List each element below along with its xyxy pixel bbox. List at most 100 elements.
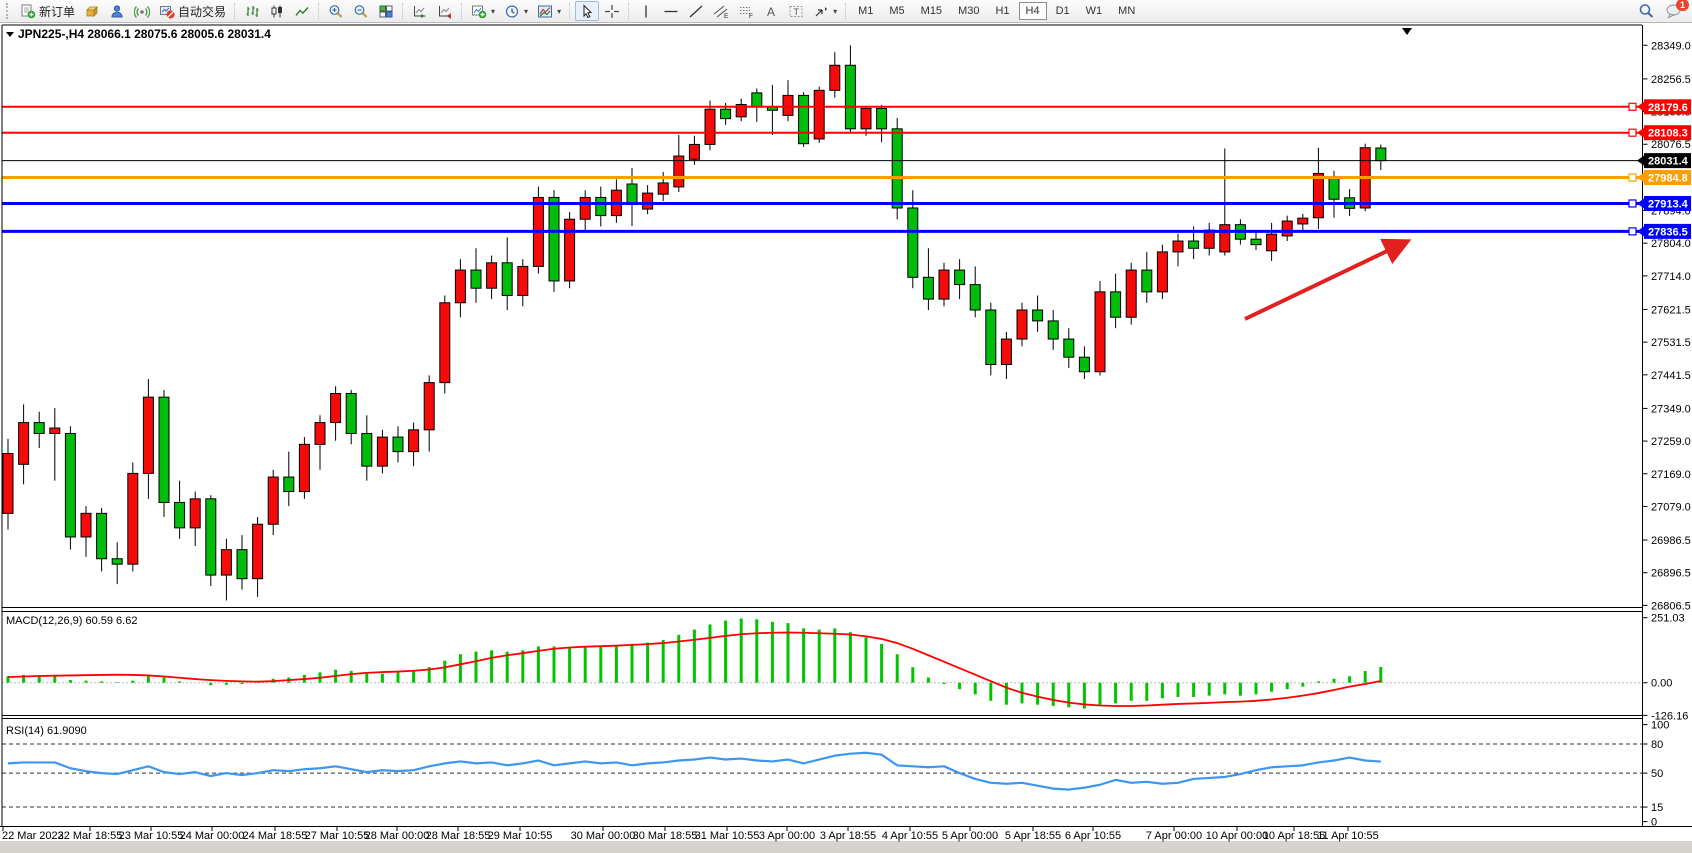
zoom-out-icon <box>354 4 368 18</box>
price-tick-label[interactable]: 26806.5 <box>1651 600 1691 612</box>
time-tick-label[interactable]: 23 Mar 10:55 <box>119 830 184 842</box>
price-tick-label[interactable]: 27259.0 <box>1651 436 1691 448</box>
timeframe-w1[interactable]: W1 <box>1079 2 1110 20</box>
candle <box>1110 273 1122 329</box>
time-tick-label[interactable]: 29 Mar 10:55 <box>488 830 553 842</box>
time-tick-label[interactable]: 28 Mar 18:55 <box>426 830 491 842</box>
vertical-line-button[interactable] <box>634 1 658 21</box>
price-tick-label[interactable]: 27441.5 <box>1651 370 1691 382</box>
time-tick-label[interactable]: 7 Apr 00:00 <box>1146 830 1202 842</box>
autotrading-button[interactable]: 自动交易 <box>155 1 230 21</box>
price-tick-label[interactable]: 27349.0 <box>1651 403 1691 415</box>
time-tick-label[interactable]: 28 Mar 00:00 <box>365 830 430 842</box>
candle-body-bull <box>189 498 201 529</box>
price-tick-label[interactable]: 28256.5 <box>1651 74 1691 86</box>
text-label-button[interactable]: T <box>784 1 808 21</box>
line-handle[interactable] <box>1628 199 1637 208</box>
navigator-button[interactable] <box>105 1 129 21</box>
new-chart-dropdown[interactable]: ▾ <box>467 1 499 21</box>
tile-windows-button[interactable] <box>374 1 398 21</box>
time-tick-label[interactable]: 10 Apr 18:55 <box>1263 830 1325 842</box>
time-tick-label[interactable]: 22 Mar 18:55 <box>58 830 123 842</box>
time-tick-label[interactable]: 24 Mar 00:00 <box>180 830 245 842</box>
auto-scroll-button[interactable] <box>408 1 432 21</box>
equidistant-channel-button[interactable]: E <box>709 1 733 21</box>
price-tick-label[interactable]: 27531.5 <box>1651 337 1691 349</box>
cursor-button[interactable] <box>575 1 600 21</box>
vertical-line-icon <box>645 5 647 17</box>
chart-shift-marker[interactable] <box>1402 28 1412 35</box>
line-handle[interactable] <box>1628 128 1637 137</box>
signals-button[interactable] <box>130 1 154 21</box>
timeframe-d1[interactable]: D1 <box>1049 2 1077 20</box>
annotations[interactable] <box>1244 28 1412 321</box>
periods-dropdown[interactable]: ▾ <box>500 1 532 21</box>
time-tick-label[interactable]: 11 Apr 10:55 <box>1317 830 1379 842</box>
time-tick-label[interactable]: 4 Apr 10:55 <box>882 830 938 842</box>
timeframe-h4[interactable]: H4 <box>1018 2 1047 20</box>
price-tick-label[interactable]: 27714.0 <box>1651 271 1691 283</box>
candle <box>1172 233 1184 267</box>
timeframe-m5[interactable]: M5 <box>882 2 911 20</box>
chart-canvas[interactable]: MACD(12,26,9) 60.59 6.62 RSI(14) 61.9090… <box>0 23 1692 848</box>
trendline-button[interactable] <box>684 1 708 21</box>
price-tick-label[interactable]: 27169.0 <box>1651 469 1691 481</box>
time-tick-label[interactable]: 5 Apr 00:00 <box>942 830 998 842</box>
price-tick-label[interactable]: 26896.5 <box>1651 568 1691 580</box>
templates-dropdown[interactable]: ▾ <box>533 1 565 21</box>
price-axis[interactable]: 28349.028256.528166.528076.527894.027804… <box>1637 40 1691 829</box>
time-tick-label[interactable]: 30 Mar 18:55 <box>633 830 698 842</box>
price-tick-label[interactable]: 27804.0 <box>1651 238 1691 250</box>
zoom-out-button[interactable] <box>349 1 373 21</box>
text-button[interactable]: A <box>759 1 783 21</box>
time-tick-label[interactable]: 3 Apr 00:00 <box>759 830 815 842</box>
line-handle[interactable] <box>1628 102 1637 111</box>
candle <box>345 389 357 445</box>
chart-candles-button[interactable] <box>265 1 289 21</box>
candle-body-bear <box>345 393 357 434</box>
time-tick-label[interactable]: 6 Apr 10:55 <box>1065 830 1121 842</box>
price-tick-label[interactable]: 27621.5 <box>1651 304 1691 316</box>
time-tick-label[interactable]: 3 Apr 18:55 <box>820 830 876 842</box>
time-tick-label[interactable]: 31 Mar 10:55 <box>695 830 760 842</box>
price-tick-label[interactable]: 27079.0 <box>1651 501 1691 513</box>
price-tick-label[interactable]: 28349.0 <box>1651 40 1691 52</box>
fibonacci-button[interactable]: F <box>734 1 758 21</box>
timeframe-h1[interactable]: H1 <box>988 2 1016 20</box>
candle <box>1281 215 1293 242</box>
horizontal-line-button[interactable] <box>659 1 683 21</box>
search-button[interactable] <box>1634 1 1659 21</box>
price-tick-label[interactable]: 26986.5 <box>1651 535 1691 547</box>
chart-window[interactable]: MACD(12,26,9) 60.59 6.62 RSI(14) 61.9090… <box>0 23 1692 848</box>
market-watch-button[interactable] <box>80 1 104 21</box>
new-order-button[interactable]: 新订单 <box>16 1 79 21</box>
timeframe-m1[interactable]: M1 <box>851 2 880 20</box>
price-badge-pointer <box>1637 198 1644 209</box>
trend-arrow[interactable] <box>1244 238 1412 321</box>
zoom-in-button[interactable] <box>324 1 348 21</box>
macd-indicator-pane: MACD(12,26,9) 60.59 6.62 <box>2 615 1642 709</box>
time-tick-label[interactable]: 22 Mar 2023 <box>2 830 64 842</box>
timeframe-m15[interactable]: M15 <box>914 2 949 20</box>
timeframe-m30[interactable]: M30 <box>951 2 986 20</box>
line-handle[interactable] <box>1628 173 1637 182</box>
line-handle[interactable] <box>1628 227 1637 236</box>
chart-shift-button[interactable] <box>433 1 457 21</box>
time-tick-label[interactable]: 5 Apr 18:55 <box>1005 830 1061 842</box>
price-tick-label[interactable]: 28076.5 <box>1651 139 1691 151</box>
chat-button[interactable]: 1 <box>1665 0 1689 19</box>
time-tick-label[interactable]: 10 Apr 00:00 <box>1206 830 1268 842</box>
candle <box>1266 222 1278 261</box>
toolbar-grip[interactable] <box>6 3 12 19</box>
crosshair-button[interactable] <box>600 1 624 21</box>
chart-line-button[interactable] <box>290 1 314 21</box>
signals-icon <box>134 5 151 18</box>
time-tick-label[interactable]: 24 Mar 18:55 <box>243 830 308 842</box>
horizontal-line-objects[interactable] <box>2 102 1642 236</box>
time-tick-label[interactable]: 27 Mar 10:55 <box>305 830 370 842</box>
chart-bars-button[interactable] <box>240 1 264 21</box>
time-tick-label[interactable]: 30 Mar 00:00 <box>571 830 636 842</box>
timeframe-mn[interactable]: MN <box>1111 2 1142 20</box>
arrows-dropdown[interactable]: ▾ <box>809 1 841 21</box>
